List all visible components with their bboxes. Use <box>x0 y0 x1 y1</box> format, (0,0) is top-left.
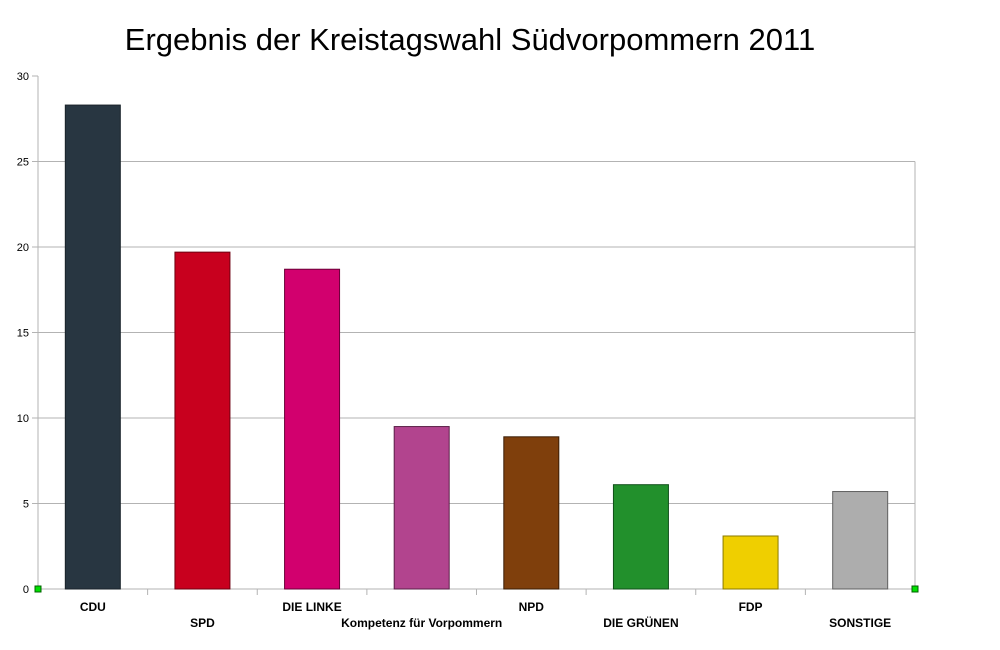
y-tick-label: 15 <box>17 328 29 340</box>
x-tick-label: SONSTIGE <box>829 616 891 630</box>
x-tick-label: Kompetenz für Vorpommern <box>341 616 502 630</box>
gridlines <box>32 75 915 504</box>
x-tick-label: CDU <box>80 600 106 614</box>
axes <box>37 76 916 595</box>
x-tick-label: DIE LINKE <box>282 600 341 614</box>
y-tick-label: 30 <box>17 71 29 83</box>
bar <box>393 426 450 590</box>
x-tick-label: FDP <box>739 600 763 614</box>
x-tick-label: SPD <box>190 616 215 630</box>
y-tick-label: 5 <box>23 499 29 511</box>
y-tick-label: 20 <box>17 242 29 254</box>
bar <box>284 268 341 590</box>
y-tick-labels: 0 5 10 15 20 25 30 <box>17 71 29 596</box>
x-tick-label: DIE GRÜNEN <box>603 615 678 630</box>
y-tick-label: 10 <box>17 413 29 425</box>
bar <box>174 251 231 590</box>
y-tick-label: 0 <box>23 584 29 596</box>
selection-handles <box>34 585 919 593</box>
bar <box>612 484 669 590</box>
bar <box>503 436 560 590</box>
chart-title: Ergebnis der Kreistagswahl Südvorpommern… <box>124 22 816 57</box>
selection-handle <box>911 585 919 593</box>
selection-handle <box>34 585 42 593</box>
bar <box>722 535 779 590</box>
bars <box>64 104 889 590</box>
bar <box>832 491 889 590</box>
bar <box>64 104 121 590</box>
y-tick-label: 25 <box>17 157 29 169</box>
x-tick-label: NPD <box>519 600 545 614</box>
